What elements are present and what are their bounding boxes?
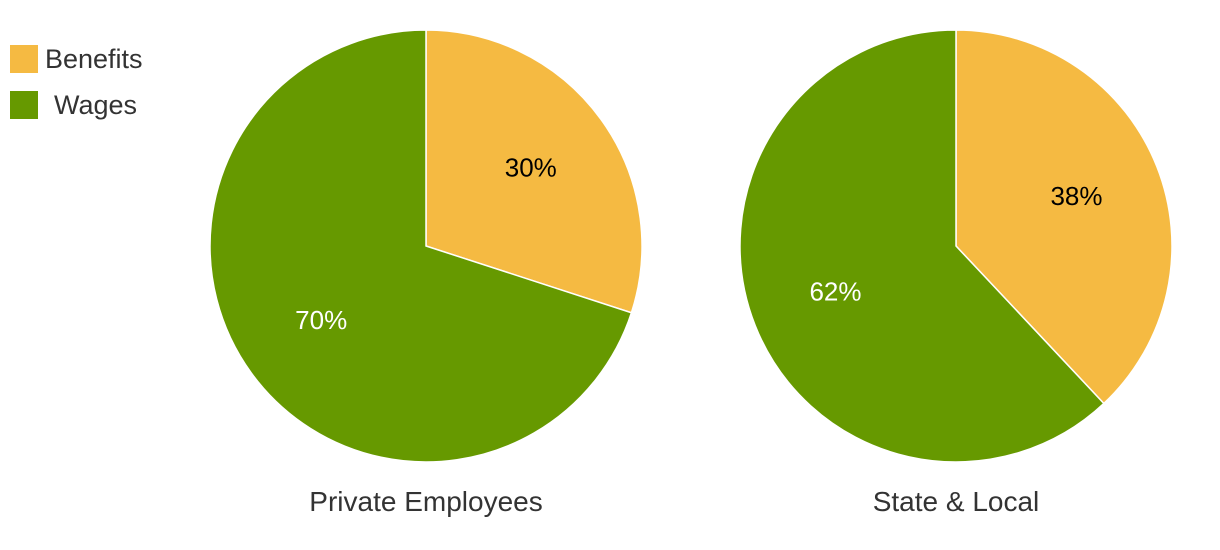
legend-swatch-benefits (10, 45, 38, 73)
legend-label-benefits: Benefits (45, 43, 143, 74)
legend: Benefits Wages (10, 44, 143, 136)
pie-state-local: 38% 62% State & Local (739, 29, 1173, 517)
pie-private-benefits-label: 30% (505, 153, 557, 183)
legend-swatch-wages (10, 91, 38, 119)
pie-slice-state-local-benefits (955, 29, 1173, 405)
pie-private-title: Private Employees (309, 486, 542, 517)
pie-state-title: State & Local (873, 486, 1040, 517)
legend-item-benefits: Benefits (10, 44, 143, 74)
pie-state-wages-label: 62% (809, 277, 861, 307)
pie-slice-state-local-wages (739, 29, 1105, 463)
legend-label-wages: Wages (54, 89, 138, 120)
pie-slice-private-employees-wages (209, 29, 633, 463)
pie-state-benefits-label: 38% (1050, 181, 1102, 211)
pie-private-employees: 30% 70% Private Employees (209, 29, 643, 517)
pie-private-wages-label: 70% (295, 305, 347, 335)
legend-item-wages: Wages (10, 90, 143, 120)
pie-slice-private-employees-benefits (425, 29, 643, 314)
